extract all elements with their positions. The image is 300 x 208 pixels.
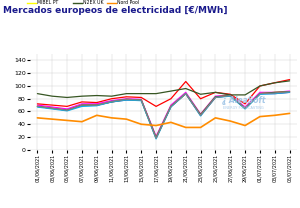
Text: ⸘ AleaSoft: ⸘ AleaSoft: [222, 95, 266, 104]
Legend: EPEX SPOT DE, EPEX SPOT FR, MIBEL PT, MIBEL ES, IPEX IT, N2EX UK, EPEX SPOT BE, : EPEX SPOT DE, EPEX SPOT FR, MIBEL PT, MI…: [27, 0, 151, 6]
Text: ENERGY FORECASTING: ENERGY FORECASTING: [223, 106, 264, 110]
Text: Mercados europeos de electricidad [€/MWh]: Mercados europeos de electricidad [€/MWh…: [3, 6, 227, 15]
